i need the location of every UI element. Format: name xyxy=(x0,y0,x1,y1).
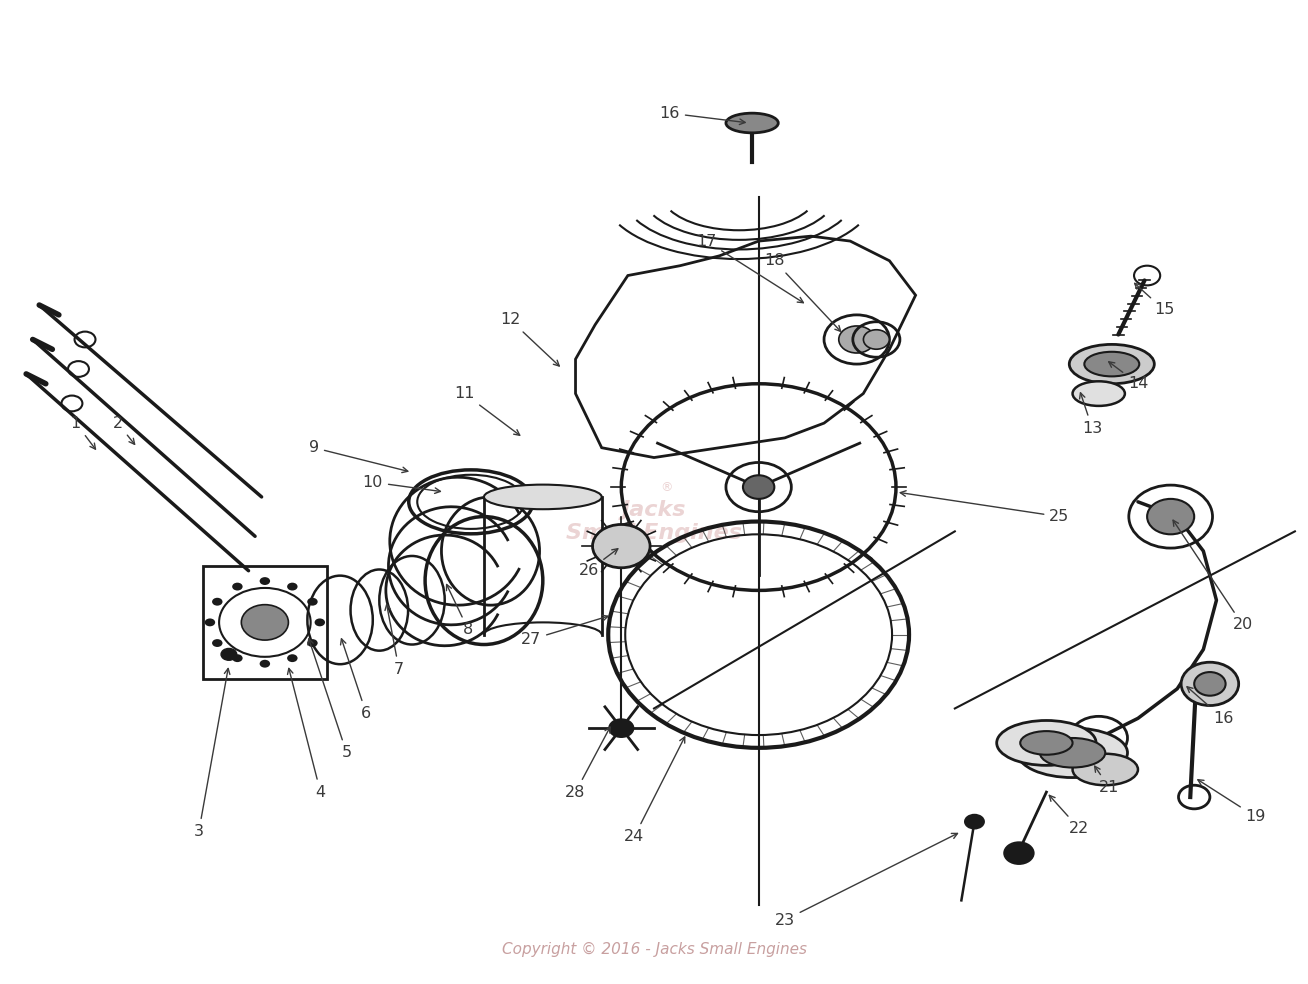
Circle shape xyxy=(964,814,985,830)
Circle shape xyxy=(1181,662,1239,706)
Text: 2: 2 xyxy=(112,415,135,445)
Text: 11: 11 xyxy=(454,386,519,435)
Text: 9: 9 xyxy=(309,440,408,472)
Circle shape xyxy=(221,648,237,660)
Text: 17: 17 xyxy=(696,233,803,303)
Text: 25: 25 xyxy=(900,491,1070,524)
Circle shape xyxy=(204,619,215,627)
Text: 7: 7 xyxy=(385,604,404,677)
Text: 12: 12 xyxy=(500,312,560,366)
Circle shape xyxy=(863,330,889,349)
Text: 16: 16 xyxy=(659,105,746,125)
Ellipse shape xyxy=(1018,728,1127,777)
Ellipse shape xyxy=(1070,344,1154,384)
Text: 8: 8 xyxy=(446,584,473,638)
Ellipse shape xyxy=(1073,381,1125,405)
Circle shape xyxy=(242,604,288,640)
Text: 21: 21 xyxy=(1095,767,1120,795)
Text: 13: 13 xyxy=(1079,393,1103,436)
Text: 15: 15 xyxy=(1134,283,1175,318)
Text: Jacks
Small Engines: Jacks Small Engines xyxy=(566,500,742,543)
Circle shape xyxy=(288,583,298,590)
Circle shape xyxy=(1194,672,1226,696)
Text: 20: 20 xyxy=(1173,521,1253,633)
Circle shape xyxy=(307,597,318,605)
Text: 19: 19 xyxy=(1198,779,1266,825)
Circle shape xyxy=(743,475,774,499)
Text: 1: 1 xyxy=(71,415,95,449)
Text: 27: 27 xyxy=(521,615,608,647)
Circle shape xyxy=(593,524,650,568)
Text: Copyright © 2016 - Jacks Small Engines: Copyright © 2016 - Jacks Small Engines xyxy=(501,942,807,957)
Ellipse shape xyxy=(1084,352,1139,377)
Text: 14: 14 xyxy=(1109,362,1148,392)
Ellipse shape xyxy=(726,113,778,133)
Circle shape xyxy=(259,659,271,667)
Circle shape xyxy=(212,597,222,605)
Text: 23: 23 xyxy=(774,833,957,928)
Ellipse shape xyxy=(997,720,1096,766)
Text: 6: 6 xyxy=(340,639,371,721)
Text: 16: 16 xyxy=(1186,687,1233,726)
Circle shape xyxy=(288,654,298,662)
Ellipse shape xyxy=(1040,738,1105,768)
Text: 28: 28 xyxy=(565,727,610,800)
Circle shape xyxy=(259,577,271,584)
Text: 24: 24 xyxy=(624,737,685,844)
Circle shape xyxy=(608,718,634,738)
Text: 22: 22 xyxy=(1049,795,1090,836)
Ellipse shape xyxy=(1020,731,1073,755)
Circle shape xyxy=(1147,499,1194,534)
Circle shape xyxy=(233,654,243,662)
Circle shape xyxy=(307,640,318,647)
Text: 3: 3 xyxy=(194,668,230,839)
Ellipse shape xyxy=(484,484,602,510)
Text: ®: ® xyxy=(661,480,674,494)
Ellipse shape xyxy=(1073,754,1138,785)
Circle shape xyxy=(233,583,243,590)
Circle shape xyxy=(838,326,875,353)
Text: 4: 4 xyxy=(288,668,326,800)
Text: 26: 26 xyxy=(578,549,617,579)
Text: 18: 18 xyxy=(764,253,841,332)
Circle shape xyxy=(1003,841,1035,865)
Circle shape xyxy=(212,640,222,647)
Text: 10: 10 xyxy=(362,474,441,493)
Circle shape xyxy=(315,619,326,627)
Text: 5: 5 xyxy=(307,639,352,761)
